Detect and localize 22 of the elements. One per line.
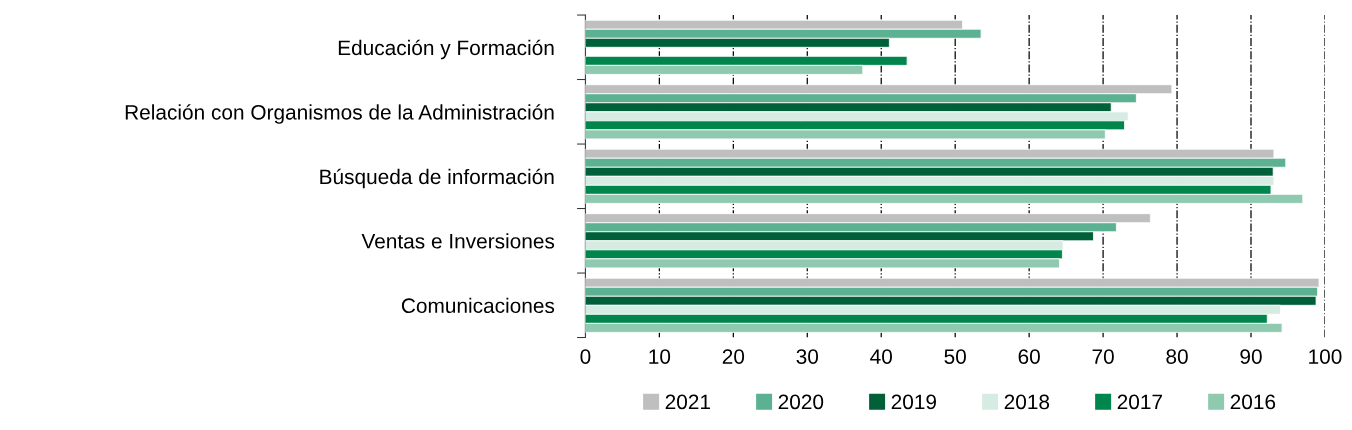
legend-label: 2021 (665, 394, 710, 410)
y-tick-label: Relación con Organismos de la Administración (125, 104, 554, 124)
legend-label: 2016 (1230, 394, 1276, 410)
legend-label: 2017 (1117, 394, 1162, 410)
x-tick-label: 50 (944, 349, 966, 364)
y-tick-label: Ventas e Inversiones (361, 233, 555, 249)
x-tick-label: 20 (722, 349, 745, 364)
y-tick-label: Búsqueda de información (320, 168, 554, 189)
y-tick-label: Educación y Formación (338, 39, 554, 60)
x-tick-label: 40 (870, 349, 893, 364)
y-tick-label: Comunicaciones (401, 297, 555, 314)
x-tick-label: 30 (796, 349, 819, 364)
x-tick-label: 60 (1018, 349, 1040, 364)
x-tick-label: 10 (649, 349, 671, 364)
x-tick-label: 0 (580, 349, 591, 364)
legend-label: 2020 (778, 394, 824, 410)
x-tick-label: 100 (1309, 349, 1342, 364)
x-tick-label: 70 (1092, 349, 1114, 364)
legend-label: 2018 (1004, 394, 1050, 410)
x-tick-label: 80 (1166, 349, 1188, 364)
legend-label: 2019 (891, 394, 937, 410)
x-tick-label: 90 (1240, 349, 1262, 364)
